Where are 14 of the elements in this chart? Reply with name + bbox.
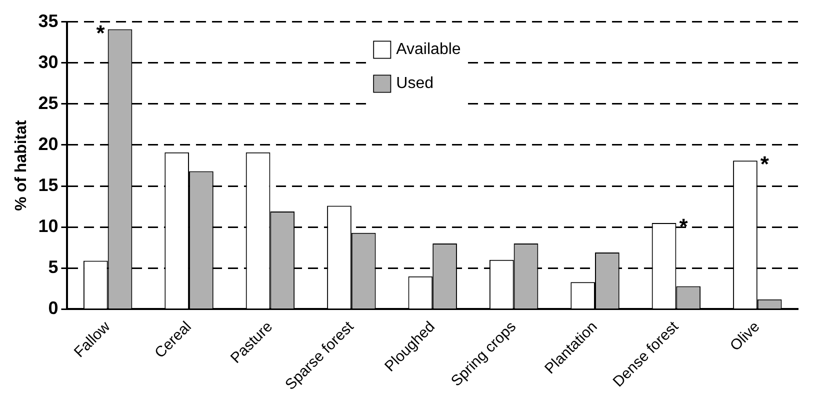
y-tick-label: 15: [38, 174, 58, 195]
annotation: *: [96, 20, 106, 46]
legend-label: Available: [396, 41, 461, 58]
y-tick-label: 20: [38, 134, 58, 154]
legend-label: Used: [396, 75, 434, 92]
annotation: *: [760, 152, 770, 177]
y-axis-title: % of habitat: [13, 119, 30, 211]
y-tick-label: 35: [38, 10, 58, 31]
y-tick-label: 5: [48, 257, 58, 278]
y-tick-label: 25: [38, 92, 58, 113]
y-tick-label: 10: [38, 216, 58, 236]
y-tick-label: 0: [48, 298, 58, 318]
annotation: *: [679, 214, 688, 240]
y-tick-label: 30: [38, 52, 58, 72]
